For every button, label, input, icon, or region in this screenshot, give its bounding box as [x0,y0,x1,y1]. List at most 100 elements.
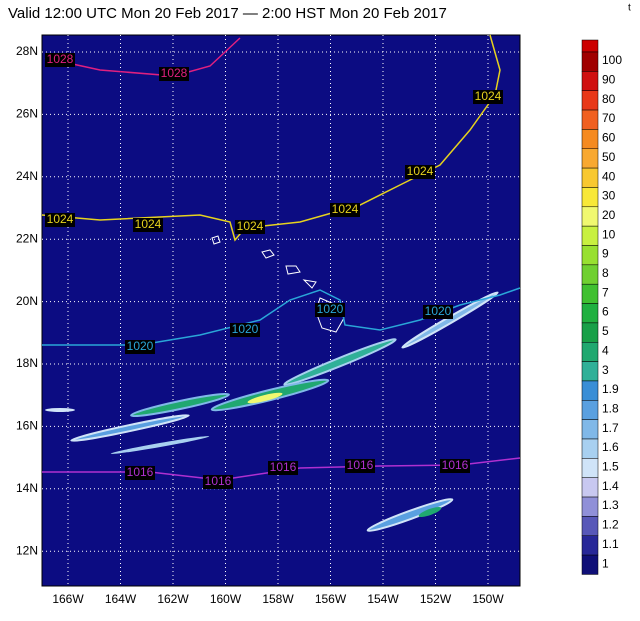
lon-label: 156W [315,592,347,606]
isobar-label-bg [45,213,75,227]
colorbar-label: 1.7 [602,421,619,435]
colorbar-label: 30 [602,189,616,203]
lat-label: 22N [16,231,38,245]
colorbar-cell [581,342,599,362]
colorbar-cell [581,129,599,149]
isobar-label: 1024 [475,89,502,103]
isobar-label: 1024 [47,212,74,226]
isobar-label: 1020 [317,302,344,316]
colorbar-cell [581,71,599,91]
isobar-label-bg [268,461,298,475]
isobar-label: 1028 [161,66,188,80]
colorbar-cell [581,167,599,188]
isobar-label: 1016 [347,458,374,472]
colorbar-label: 9 [602,247,609,261]
colorbar-label: 80 [602,92,616,106]
lon-label: 158W [262,592,294,606]
colorbar-cell [581,303,599,324]
isobar-label-bg [405,165,435,179]
colorbar-label: 1.5 [602,460,619,474]
colorbar-cell [581,225,599,246]
lat-label: 18N [16,356,38,370]
lon-label: 160W [210,592,242,606]
isobar-label: 1016 [270,460,297,474]
colorbar-label: 1.9 [602,382,619,396]
colorbar-cell [581,361,599,382]
colorbar: 100 90 80 70 60 50 40 30 20 10 9 8 7 6 5 4 3 1.9 1.8 1.7 1.6… [581,39,622,575]
colorbar-label: 8 [602,266,609,280]
lon-label: 154W [367,592,399,606]
isobar-label: 1024 [135,217,162,231]
isobar-label: 1016 [127,465,154,479]
colorbar-label: 3 [602,363,609,377]
colorbar-cell [581,477,599,498]
corner-mark: t [628,3,631,14]
isobar-label: 1028 [47,52,74,66]
colorbar-cell [581,380,599,401]
lon-label: 164W [105,592,137,606]
colorbar-label: 60 [602,131,616,145]
colorbar-label: 10 [602,227,616,241]
colorbar-cell [581,283,599,304]
colorbar-cell [581,535,599,556]
colorbar-cell [581,419,599,440]
colorbar-cell [581,264,599,285]
colorbar-cell [581,554,599,575]
colorbar-cell [581,206,599,227]
isobar-label-bg [159,67,189,81]
colorbar-cell [581,458,599,478]
isobar-label-bg [440,459,470,473]
colorbar-cell [581,187,599,208]
lon-label: 152W [420,592,452,606]
colorbar-label: 50 [602,150,616,164]
colorbar-cap [581,39,599,53]
colorbar-cell [581,516,599,537]
isobar-label: 1024 [332,202,359,216]
colorbar-cell [581,148,599,169]
isobar-label: 1024 [407,164,434,178]
colorbar-label: 7 [602,285,609,299]
title: Valid 12:00 UTC Mon 20 Feb 2017 — 2:00 H… [8,5,447,22]
isobar-label-bg [345,459,375,473]
isobar-label-bg [45,53,75,67]
isobar-label-bg [235,220,265,234]
isobar-label-bg [230,323,260,337]
colorbar-label: 6 [602,305,609,319]
colorbar-label: 1.2 [602,518,619,532]
colorbar-cell [581,496,599,517]
colorbar-label: 1.8 [602,401,619,415]
isobar-label-bg [133,218,163,232]
lat-label: 28N [16,44,38,58]
isobar-label-bg [125,340,155,354]
lon-label: 166W [52,592,84,606]
isobar-label-bg [203,475,233,489]
isobar-label: 1016 [442,458,469,472]
colorbar-cell [581,51,599,72]
colorbar-cell [581,109,599,130]
colorbar-cell [581,322,599,343]
isobar-label: 1024 [237,219,264,233]
colorbar-label: 90 [602,73,616,87]
colorbar-label: 70 [602,111,616,125]
colorbar-label: 40 [602,169,616,183]
colorbar-cell [581,90,599,111]
isobar-label-bg [315,303,345,317]
colorbar-cell [581,438,599,459]
lat-label: 20N [16,294,38,308]
isobar-label-bg [423,305,453,319]
isobar-label: 1020 [127,339,154,353]
lon-label: 162W [157,592,189,606]
precipitation [45,291,499,532]
lat-label: 14N [16,481,38,495]
colorbar-label: 5 [602,324,609,338]
colorbar-label: 1.1 [602,537,619,551]
colorbar-label: 1.3 [602,498,619,512]
lat-label: 26N [16,107,38,121]
isobar-label: 1016 [205,474,232,488]
isobar-label: 1020 [232,322,259,336]
colorbar-label: 20 [602,208,616,222]
colorbar-label: 4 [602,343,609,357]
colorbar-label: 1 [602,556,609,570]
colorbar-label: 1.4 [602,479,619,493]
